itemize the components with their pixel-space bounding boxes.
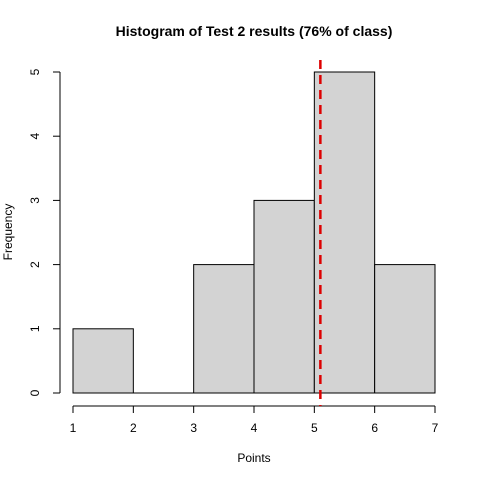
histogram-bar-4 xyxy=(313,71,376,394)
histogram-bar-0 xyxy=(72,328,134,394)
x-tick-label-0: 1 xyxy=(70,421,77,435)
bars-group xyxy=(72,71,436,394)
y-tick-label-4: 4 xyxy=(28,133,42,140)
histogram-bar-2 xyxy=(193,264,255,394)
y-tick-label-2: 2 xyxy=(28,261,42,268)
x-axis: 1 2 3 4 5 6 7 xyxy=(70,405,439,435)
y-tick-label-0: 0 xyxy=(28,389,42,396)
x-axis-label: Points xyxy=(237,451,270,465)
x-tick-label-1: 2 xyxy=(130,421,137,435)
x-tick-label-4: 5 xyxy=(311,421,318,435)
y-tick-label-5: 5 xyxy=(28,68,42,75)
y-axis: 0 1 2 3 4 5 xyxy=(28,68,61,396)
x-tick-label-3: 4 xyxy=(251,421,258,435)
histogram-bar-5 xyxy=(374,264,436,394)
histogram-bar-3 xyxy=(253,199,315,394)
x-tick-label-5: 6 xyxy=(371,421,378,435)
y-tick-label-3: 3 xyxy=(28,197,42,204)
y-tick-label-1: 1 xyxy=(28,325,42,332)
chart-title: Histogram of Test 2 results (76% of clas… xyxy=(116,23,393,39)
x-tick-label-2: 3 xyxy=(190,421,197,435)
y-axis-label: Frequency xyxy=(1,204,15,261)
x-tick-label-6: 7 xyxy=(432,421,439,435)
